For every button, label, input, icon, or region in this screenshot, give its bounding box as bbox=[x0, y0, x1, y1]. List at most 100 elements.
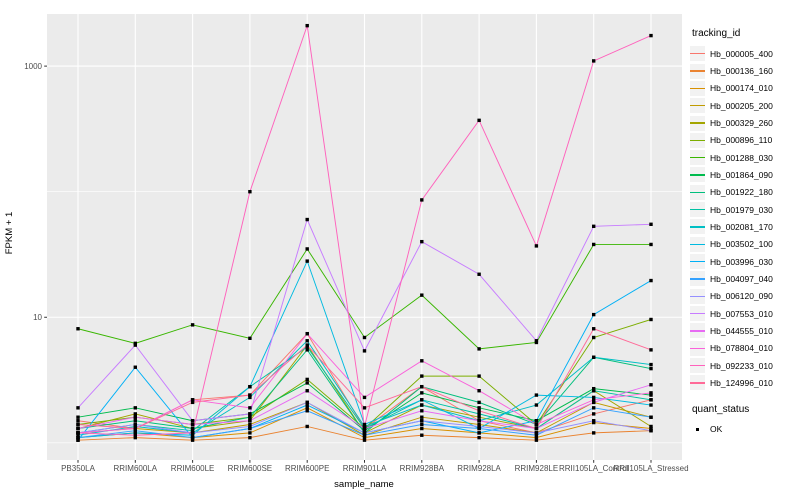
data-point bbox=[133, 424, 137, 429]
legend-key-swatch bbox=[690, 150, 705, 166]
data-point bbox=[305, 247, 309, 251]
legend-label: Hb_001979_030 bbox=[710, 204, 773, 215]
legend-item-Hb_001922_180: Hb_001922_180 bbox=[690, 184, 798, 200]
data-point bbox=[133, 428, 137, 433]
series-color-line-icon bbox=[690, 312, 705, 315]
data-point bbox=[305, 217, 309, 222]
data-point bbox=[420, 198, 424, 202]
legend-item-Hb_007553_010: Hb_007553_010 bbox=[690, 306, 798, 322]
data-point bbox=[248, 419, 252, 423]
data-point bbox=[534, 426, 539, 431]
data-point bbox=[190, 433, 195, 437]
data-point bbox=[133, 435, 137, 440]
data-point bbox=[592, 389, 596, 393]
x-tick-label: RRIM928LA bbox=[457, 464, 501, 473]
series-color-line-icon bbox=[690, 382, 705, 384]
legend-key-swatch bbox=[690, 358, 705, 374]
data-point bbox=[76, 419, 80, 423]
data-point bbox=[534, 422, 539, 427]
data-point-markers bbox=[76, 23, 653, 442]
data-point bbox=[649, 348, 653, 352]
data-point bbox=[190, 426, 195, 431]
legend-key-swatch bbox=[690, 202, 705, 218]
data-point bbox=[649, 317, 653, 322]
data-point bbox=[420, 403, 424, 407]
legend-label: Hb_002081_170 bbox=[710, 221, 773, 232]
data-point bbox=[477, 118, 481, 123]
data-point bbox=[592, 386, 596, 391]
data-point bbox=[420, 419, 424, 423]
data-point bbox=[592, 224, 596, 229]
series-color-line-icon bbox=[690, 122, 705, 124]
x-tick-label: RRIM600LE bbox=[171, 464, 215, 473]
data-point bbox=[362, 422, 367, 427]
ok-square-marker-icon bbox=[690, 422, 705, 437]
series-color-line-icon bbox=[690, 347, 705, 349]
x-tick-label: RRIM600PE bbox=[285, 464, 329, 473]
series-color-line-icon bbox=[690, 208, 705, 211]
series-color-line-icon bbox=[690, 52, 705, 55]
legend-label: Hb_004097_040 bbox=[710, 273, 773, 284]
data-point bbox=[248, 422, 252, 427]
data-point bbox=[190, 428, 195, 433]
data-point bbox=[649, 383, 653, 387]
data-point bbox=[190, 323, 195, 327]
legend-label: Hb_000205_200 bbox=[710, 100, 773, 111]
legend-item-Hb_004097_040: Hb_004097_040 bbox=[690, 271, 798, 287]
legend-item-Hb_000896_110: Hb_000896_110 bbox=[690, 132, 798, 148]
data-point bbox=[305, 381, 309, 385]
data-point bbox=[362, 395, 367, 400]
data-point bbox=[534, 340, 539, 345]
data-point bbox=[305, 389, 309, 393]
data-point bbox=[362, 424, 367, 429]
legend-item-Hb_001864_090: Hb_001864_090 bbox=[690, 167, 798, 183]
data-point bbox=[477, 400, 481, 405]
data-point bbox=[305, 343, 309, 347]
legend-label: Hb_007553_010 bbox=[710, 308, 773, 319]
legend-key-swatch bbox=[690, 340, 705, 356]
data-point bbox=[76, 406, 80, 410]
data-point bbox=[248, 435, 252, 440]
legend-key-swatch bbox=[690, 271, 705, 287]
data-point bbox=[420, 384, 424, 389]
data-point bbox=[420, 391, 424, 395]
data-point bbox=[592, 59, 596, 63]
data-point bbox=[76, 435, 80, 440]
data-point bbox=[190, 400, 195, 405]
data-point bbox=[649, 391, 653, 395]
data-point bbox=[76, 438, 80, 442]
data-point bbox=[649, 362, 653, 367]
data-point bbox=[592, 242, 596, 247]
data-point bbox=[534, 244, 539, 248]
data-point bbox=[133, 426, 137, 431]
data-point bbox=[592, 419, 596, 423]
data-point bbox=[362, 438, 367, 442]
series-color-line-icon bbox=[690, 330, 705, 332]
series-color-line-icon bbox=[690, 278, 705, 280]
data-point bbox=[133, 415, 137, 419]
x-tick-label: RRIM901LA bbox=[343, 464, 387, 473]
data-point bbox=[592, 312, 596, 317]
legend-label: Hb_003502_100 bbox=[710, 239, 773, 250]
data-point bbox=[649, 242, 653, 247]
data-point bbox=[248, 426, 252, 431]
series-color-line-icon bbox=[690, 364, 705, 367]
legend-item-Hb_044555_010: Hb_044555_010 bbox=[690, 323, 798, 339]
legend-key-swatch bbox=[690, 98, 705, 114]
data-point bbox=[592, 412, 596, 416]
legend-key-swatch bbox=[690, 63, 705, 79]
data-point bbox=[649, 222, 653, 226]
legend-label: Hb_092233_010 bbox=[710, 360, 773, 371]
y-axis-title: FPKM + 1 bbox=[4, 212, 15, 255]
data-point bbox=[362, 406, 367, 410]
data-point bbox=[420, 374, 424, 378]
series-color-line-icon bbox=[690, 139, 705, 142]
data-point bbox=[420, 293, 424, 297]
x-tick-label: RRIM600SE bbox=[228, 464, 272, 473]
legend-label: Hb_044555_010 bbox=[710, 325, 773, 336]
data-point bbox=[477, 272, 481, 276]
data-point bbox=[76, 426, 80, 431]
data-point bbox=[592, 406, 596, 410]
